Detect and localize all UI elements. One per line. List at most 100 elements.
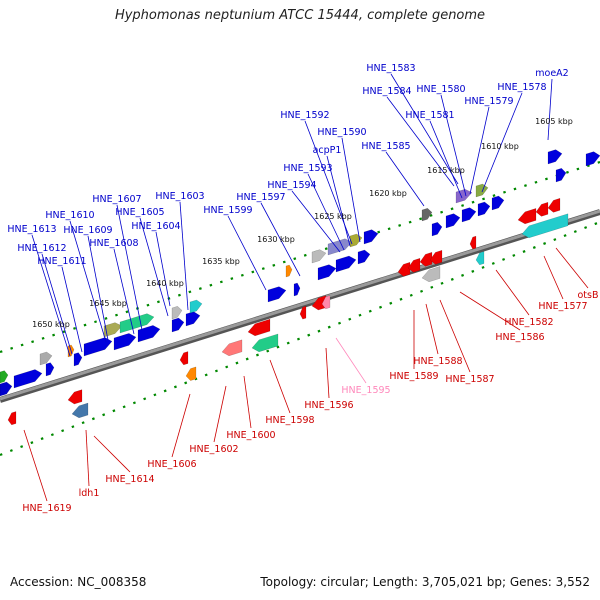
leader-line-hne_1582 [495, 269, 530, 316]
leader-line-hne_1619 [23, 429, 48, 502]
reverse-gene [67, 389, 83, 405]
gene-label-hne_1602: HNE_1602 [189, 444, 238, 455]
label-leader-lines [23, 73, 589, 502]
gene-label-hne_1606: HNE_1606 [147, 459, 196, 470]
leader-line-hne_1594 [291, 190, 341, 253]
leader-line-hne_1579 [469, 106, 490, 195]
gene-label-hne_1578: HNE_1578 [497, 82, 546, 93]
forward-gene-feature [475, 183, 489, 198]
gene-label-hne_1605: HNE_1605 [115, 207, 164, 218]
forward-gene-feature [171, 306, 183, 320]
forward-gene [491, 195, 505, 211]
tick-label-1640-kbp: 1640 kbp [146, 279, 184, 288]
forward-gene [585, 151, 600, 167]
reverse-gene [321, 295, 331, 310]
forward-gene [317, 264, 337, 281]
gene-label-hne_1594: HNE_1594 [267, 180, 316, 191]
gene-label-hne_1603: HNE_1603 [155, 191, 204, 202]
forward-gene [267, 286, 287, 303]
leader-line-hne_1581 [429, 120, 463, 199]
leader-line-hne_1596 [325, 347, 330, 399]
leader-line-hne_1590 [341, 137, 361, 243]
gene-label-hne_1613: HNE_1613 [7, 224, 56, 235]
reverse-gene [247, 318, 271, 337]
forward-gene [477, 201, 491, 217]
gene-label-hne_1587: HNE_1587 [445, 374, 494, 385]
leader-line-moea2 [547, 78, 553, 141]
leader-line-otsb [555, 247, 589, 289]
reverse-gene [419, 251, 433, 267]
leader-line-hne_1613 [31, 234, 71, 357]
gene-label-hne_1581: HNE_1581 [405, 110, 454, 121]
reverse-gene [397, 261, 411, 277]
gene-label-hne_1614: HNE_1614 [105, 474, 154, 485]
reverse-gene [7, 411, 17, 426]
leader-line-hne_1608 [113, 248, 135, 335]
gene-label-hne_1577: HNE_1577 [538, 301, 587, 312]
leader-line-hne_1584 [386, 96, 455, 187]
genome-backbone [0, 209, 600, 403]
reverse-gene [521, 213, 569, 239]
leader-line-hne_1597 [260, 202, 301, 277]
leader-line-hne_1586 [459, 291, 521, 331]
forward-gene [363, 229, 379, 245]
leader-line-hne_1577 [543, 255, 564, 300]
gene-label-hne_1592: HNE_1592 [280, 110, 329, 121]
gene-label-hne_1600: HNE_1600 [226, 430, 275, 441]
leader-line-hne_1612 [41, 253, 73, 355]
forward-gene [0, 381, 13, 397]
forward-gene-feature [0, 370, 9, 384]
gene-label-hne_1579: HNE_1579 [464, 96, 513, 107]
leader-line-hne_1609 [87, 235, 109, 341]
reverse-gene [185, 366, 197, 381]
leader-line-hne_1604 [155, 231, 171, 307]
leader-line-hne_1587 [439, 299, 471, 373]
leader-line-hne_1583 [390, 73, 459, 185]
leader-line-hne_1602 [213, 385, 227, 443]
forward-gene-feature [455, 188, 473, 204]
leader-line-hne_1599 [227, 215, 267, 291]
tick-label-1630-kbp: 1630 kbp [257, 235, 295, 244]
leader-line-hne_1607 [116, 204, 143, 331]
gene-label-acpp1: acpP1 [313, 145, 342, 156]
gene-label-hne_1612: HNE_1612 [17, 243, 66, 254]
leader-line-hne_1578 [481, 92, 523, 193]
reverse-gene [407, 257, 421, 273]
reverse-gene [517, 208, 537, 225]
reverse-gene [221, 339, 243, 357]
reverse-gene [429, 249, 443, 265]
gene-label-ldh1: ldh1 [79, 488, 100, 499]
gene-label-hne_1607: HNE_1607 [92, 194, 141, 205]
leader-line-hne_1614 [93, 435, 131, 473]
reverse-gene [469, 235, 477, 250]
forward-gene-feature [421, 208, 433, 222]
page-title: Hyphomonas neptunium ATCC 15444, complet… [114, 8, 486, 23]
gene-label-hne_1610: HNE_1610 [45, 210, 94, 221]
reverse-gene [475, 251, 485, 266]
forward-gene-feature [39, 351, 53, 366]
reverse-gene [311, 295, 327, 311]
gene-label-hne_1611: HNE_1611 [37, 256, 86, 267]
forward-gene [555, 168, 567, 183]
tick-label-1645-kbp: 1645 kbp [89, 299, 127, 308]
gene-label-hne_1590: HNE_1590 [317, 127, 366, 138]
forward-gene-feature [327, 238, 353, 256]
forward-gene [445, 213, 461, 229]
leader-line-hne_1600 [243, 375, 252, 429]
gene-label-hne_1596: HNE_1596 [304, 400, 353, 411]
forward-gene [335, 255, 357, 273]
gene-label-hne_1609: HNE_1609 [63, 225, 112, 236]
forward-gene [113, 333, 137, 351]
gene-label-hne_1584: HNE_1584 [362, 86, 411, 97]
forward-gene [185, 311, 201, 327]
gene-label-hne_1604: HNE_1604 [131, 221, 180, 232]
reverse-gene [421, 266, 441, 283]
gene-label-hne_1585: HNE_1585 [361, 141, 410, 152]
leader-line-hne_1598 [269, 359, 291, 414]
forward-gene [293, 282, 301, 297]
forward-gene-feature [349, 233, 363, 248]
leader-line-hne_1585 [385, 151, 425, 207]
forward-gene [73, 352, 83, 367]
